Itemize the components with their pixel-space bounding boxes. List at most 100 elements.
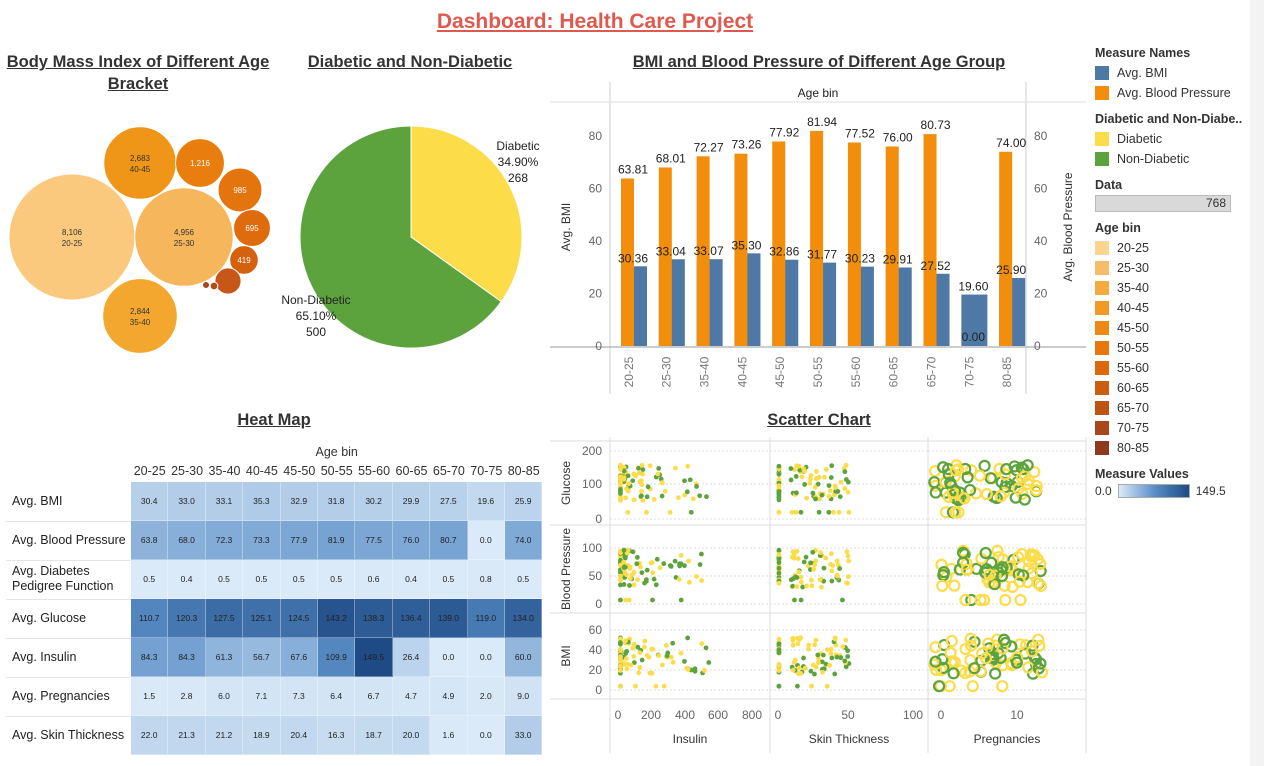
heatmap-row-divider — [6, 560, 131, 561]
scatter-point — [845, 574, 851, 580]
pie-chart[interactable]: Diabetic 34.90% 268 Non-Diabetic 65.10% 500 — [275, 100, 550, 360]
scatter-point — [828, 646, 834, 652]
scatter-point — [834, 558, 840, 564]
heatmap-row-label: Avg. BMI — [12, 494, 63, 508]
legend-agebin-item[interactable]: 35-40 — [1095, 278, 1245, 298]
scatter-point — [704, 494, 709, 500]
scatter-point — [948, 579, 961, 592]
legend-measure-item[interactable]: Avg. Blood Pressure — [1095, 83, 1245, 103]
bar-bp-value-label: 77.52 — [845, 127, 875, 141]
bar-blood-pressure — [621, 178, 634, 346]
scatter-point — [628, 576, 633, 581]
heatmap-cell: 67.6 — [280, 638, 318, 677]
scatter-point — [676, 576, 682, 582]
scatter-point — [694, 484, 699, 489]
scatter-point — [788, 466, 794, 471]
scatter-point — [795, 556, 801, 561]
scatter-point — [624, 666, 630, 672]
scatter-point — [808, 668, 814, 674]
legend-measure-item[interactable]: Avg. BMI — [1095, 63, 1245, 83]
scatter-point — [958, 492, 971, 505]
legend-agebin-item[interactable]: 25-30 — [1095, 258, 1245, 278]
legend-measure-label: Avg. Blood Pressure — [1117, 86, 1231, 100]
heatmap-cell: 138.3 — [355, 599, 393, 638]
scatter-point — [692, 666, 698, 672]
scatter-point — [987, 652, 1000, 665]
scatter-point — [960, 563, 973, 576]
legend-diabetic-item[interactable]: Diabetic — [1095, 129, 1245, 149]
scatter-point — [687, 579, 692, 585]
scatter-point — [959, 593, 972, 607]
heatmap-row-label: Avg. Diabetes Pedigree Function — [12, 564, 114, 593]
scatter-column-label: Skin Thickness — [809, 732, 889, 746]
scatter-point — [650, 570, 656, 576]
legend-agebin-item[interactable]: 55-60 — [1095, 358, 1245, 378]
bar-chart[interactable]: Age bin 0 0 20 20 40 40 60 60 80 80 Avg. BMI Avg. Bl… — [550, 82, 1090, 400]
scatter-point — [796, 665, 802, 671]
legend-agebin-item[interactable]: 50-55 — [1095, 338, 1245, 358]
scrollbar-track[interactable] — [1250, 0, 1264, 766]
scatter-point — [688, 509, 694, 515]
bubble — [229, 245, 259, 275]
bubble-chart[interactable]: 8,106 20-25 4,956 25-30 2,844 35-40 2,683 40-45… — [0, 100, 290, 360]
bar-bmi-value-label: 35.30 — [731, 238, 761, 252]
bar-category-label: 55-60 — [849, 356, 863, 387]
scatter-point — [793, 474, 799, 479]
legend-agebin-label: 20-25 — [1117, 241, 1149, 255]
heatmap-cell: 6.4 — [318, 677, 356, 716]
scatter-point — [618, 683, 623, 689]
legend-diabetic-item[interactable]: Non-Diabetic — [1095, 149, 1245, 169]
scatter-point — [988, 578, 1001, 591]
legend-agebin-label: 25-30 — [1117, 261, 1149, 275]
legend-agebin-item[interactable]: 20-25 — [1095, 238, 1245, 258]
heatmap[interactable]: Age bin 20-25 25-30 35-40 40-45 45-50 50-55 55-… — [6, 440, 546, 760]
scatter-point — [845, 553, 851, 559]
scatter-ytick: 0 — [595, 597, 602, 611]
scatter-point — [801, 559, 807, 565]
bar-ytick-left: 40 — [589, 234, 603, 248]
scatter-point — [974, 665, 987, 678]
scatter-point — [956, 546, 970, 559]
legend-panel: Measure Names Avg. BMI Avg. Blood Pressur… — [1095, 46, 1245, 498]
heatmap-cell: 31.8 — [318, 482, 356, 521]
bar-header-label: Age bin — [798, 86, 839, 100]
legend-agebin-item[interactable]: 60-65 — [1095, 378, 1245, 398]
scatter-point — [846, 558, 852, 564]
bar-category-label: 70-75 — [962, 356, 976, 387]
bar-blood-pressure — [658, 167, 672, 346]
scatter-point — [788, 477, 794, 483]
heatmap-column-label: 45-50 — [283, 464, 316, 478]
bubble-value-label: 419 — [237, 256, 251, 265]
bubble — [102, 278, 178, 354]
data-count-bar[interactable]: 768 — [1095, 195, 1231, 212]
pie-slice-percent: 34.90% — [498, 155, 539, 169]
scatter-point — [618, 582, 623, 588]
scatter-point — [621, 465, 627, 470]
scatter-point — [1014, 593, 1027, 607]
scatter-point — [776, 650, 782, 656]
scatter-point — [936, 579, 949, 592]
legend-agebin-item[interactable]: 80-85 — [1095, 438, 1245, 458]
legend-agebin-item[interactable]: 70-75 — [1095, 418, 1245, 438]
scatter-point — [645, 484, 651, 490]
heatmap-cell: 76.0 — [392, 521, 431, 560]
bar-bmi-value-label: 30.23 — [845, 252, 875, 266]
scatter-point — [974, 593, 987, 607]
scatter-point — [776, 471, 782, 477]
scatter-point — [640, 497, 646, 503]
scatter-point — [989, 667, 1002, 680]
heatmap-cell: 61.3 — [205, 638, 244, 677]
legend-agebin-item[interactable]: 65-70 — [1095, 398, 1245, 418]
legend-agebin-swatch — [1095, 441, 1109, 455]
legend-agebin-item[interactable]: 40-45 — [1095, 298, 1245, 318]
scatter-point — [812, 671, 817, 677]
scatter-point — [821, 565, 827, 571]
heatmap-cell: 0.4 — [392, 560, 431, 599]
bar-bp-value-label: 72.27 — [694, 140, 724, 154]
bar-bmi-value-label: 25.90 — [996, 263, 1026, 277]
scatter-point — [631, 582, 637, 588]
measure-names-header: Measure Names — [1095, 46, 1191, 60]
legend-agebin-item[interactable]: 45-50 — [1095, 318, 1245, 338]
scatter-point — [634, 561, 640, 567]
